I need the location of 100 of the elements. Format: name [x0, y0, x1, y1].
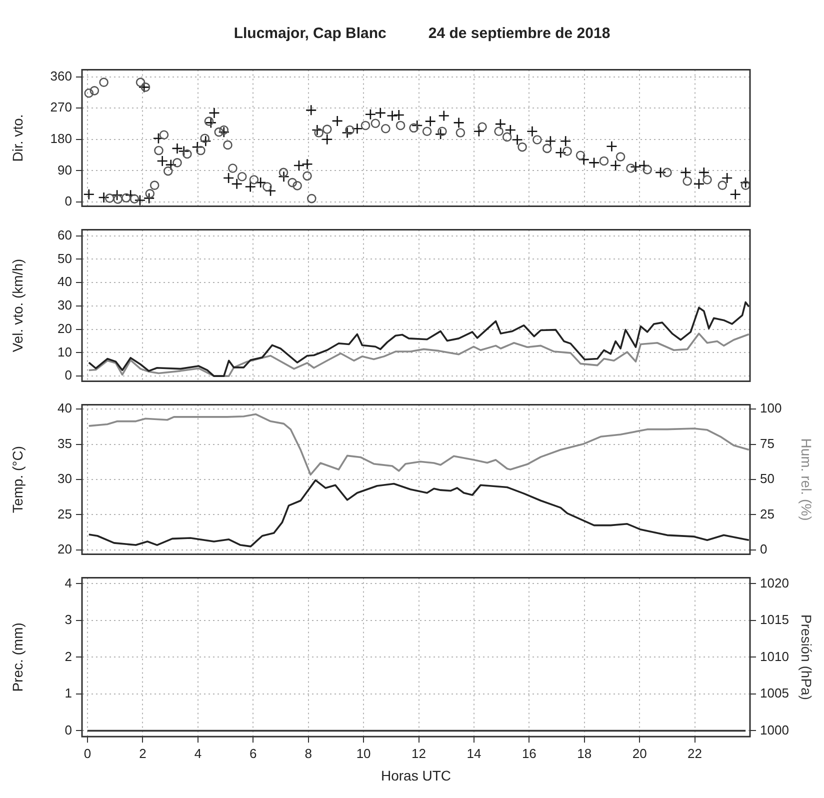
x-tick-label: 0 [84, 746, 92, 761]
point [288, 178, 297, 188]
point [145, 189, 155, 198]
point [422, 126, 432, 136]
point [136, 78, 146, 87]
point [172, 158, 182, 168]
point [302, 171, 312, 181]
y-tick-label: 20 [58, 542, 72, 557]
point [542, 144, 552, 154]
y-axis-title: Dir. vto. [9, 114, 26, 162]
y-tick-label: 0 [64, 368, 72, 383]
chart-subtitle: 24 de septiembre de 2018 [428, 24, 610, 42]
y2-tick-label: 1015 [760, 612, 789, 628]
point [154, 146, 164, 156]
point [532, 135, 542, 144]
y-tick-label: 360 [50, 68, 72, 84]
point [200, 134, 210, 143]
x-tick-label: 12 [412, 746, 426, 761]
point [456, 128, 466, 138]
point [370, 118, 380, 128]
y-tick-label: 0 [64, 194, 72, 209]
point [150, 180, 160, 190]
point [576, 150, 586, 160]
y2-tick-label: 1020 [760, 575, 789, 590]
y-axis-title: Prec. (mm) [9, 622, 26, 692]
y-tick-label: 180 [50, 130, 72, 146]
y-axis-title: Vel. vto. (km/h) [9, 258, 26, 352]
x-tick-label: 10 [356, 746, 371, 761]
y2-tick-label: 25 [760, 506, 774, 522]
point [104, 194, 114, 203]
y2-axis-title: Hum. rel. (%) [798, 438, 815, 521]
point [163, 166, 173, 176]
y-tick-label: 0 [64, 722, 72, 738]
point [122, 193, 131, 202]
point [599, 156, 609, 166]
y2-tick-label: 100 [760, 400, 782, 416]
point [219, 125, 229, 135]
point [223, 140, 232, 150]
y-tick-label: 25 [58, 506, 72, 522]
y-tick-label: 35 [58, 436, 72, 451]
point [662, 168, 672, 178]
x-tick-label: 20 [632, 746, 647, 761]
y2-tick-label: 1005 [760, 686, 789, 701]
y-tick-label: 40 [58, 400, 72, 416]
y-tick-label: 30 [58, 471, 72, 486]
point [292, 181, 302, 190]
x-tick-label: 16 [522, 746, 536, 761]
point [345, 125, 354, 135]
y-tick-label: 60 [58, 227, 72, 242]
x-tick-label: 6 [250, 746, 257, 761]
point [360, 120, 370, 130]
y-tick-label: 270 [50, 100, 72, 115]
point [182, 149, 192, 159]
point [518, 142, 527, 152]
y2-tick-label: 0 [760, 542, 768, 557]
y2-tick-label: 50 [760, 471, 774, 486]
y-tick-label: 30 [58, 298, 72, 313]
y2-tick-label: 1010 [760, 648, 789, 664]
point [626, 164, 636, 173]
x-axis-title: Horas UTC [380, 767, 452, 784]
point [237, 172, 247, 182]
y-tick-label: 10 [58, 344, 72, 360]
point [204, 116, 214, 126]
point [84, 88, 94, 98]
y-tick-label: 1 [64, 686, 72, 701]
point [262, 182, 272, 192]
y-tick-label: 4 [64, 575, 72, 590]
point [616, 152, 626, 162]
point [682, 176, 692, 186]
point [380, 124, 390, 134]
point [99, 78, 108, 87]
point [90, 86, 100, 96]
x-tick-label: 2 [139, 746, 146, 761]
point [740, 180, 750, 190]
y-tick-label: 90 [58, 162, 72, 178]
y2-tick-label: 1000 [760, 722, 789, 738]
y-tick-label: 3 [64, 612, 72, 628]
y2-tick-label: 75 [760, 436, 774, 451]
x-tick-label: 8 [304, 746, 312, 761]
point [140, 82, 150, 92]
x-tick-label: 18 [577, 746, 592, 761]
point [228, 164, 238, 173]
y-axis-title: Temp. (°C) [9, 446, 26, 514]
point [502, 132, 512, 142]
point [278, 168, 288, 178]
y-tick-label: 50 [58, 250, 72, 266]
x-tick-label: 22 [688, 746, 702, 761]
point [409, 123, 418, 133]
y-tick-label: 2 [64, 648, 72, 664]
point [702, 175, 712, 184]
point [322, 124, 332, 134]
point [396, 120, 406, 130]
point [718, 180, 728, 190]
point [130, 194, 140, 204]
point [249, 175, 259, 184]
y-tick-label: 40 [58, 274, 72, 290]
chart-title: Llucmajor, Cap Blanc [234, 24, 386, 42]
point [159, 130, 169, 140]
x-tick-label: 4 [194, 746, 202, 761]
point [494, 126, 504, 136]
